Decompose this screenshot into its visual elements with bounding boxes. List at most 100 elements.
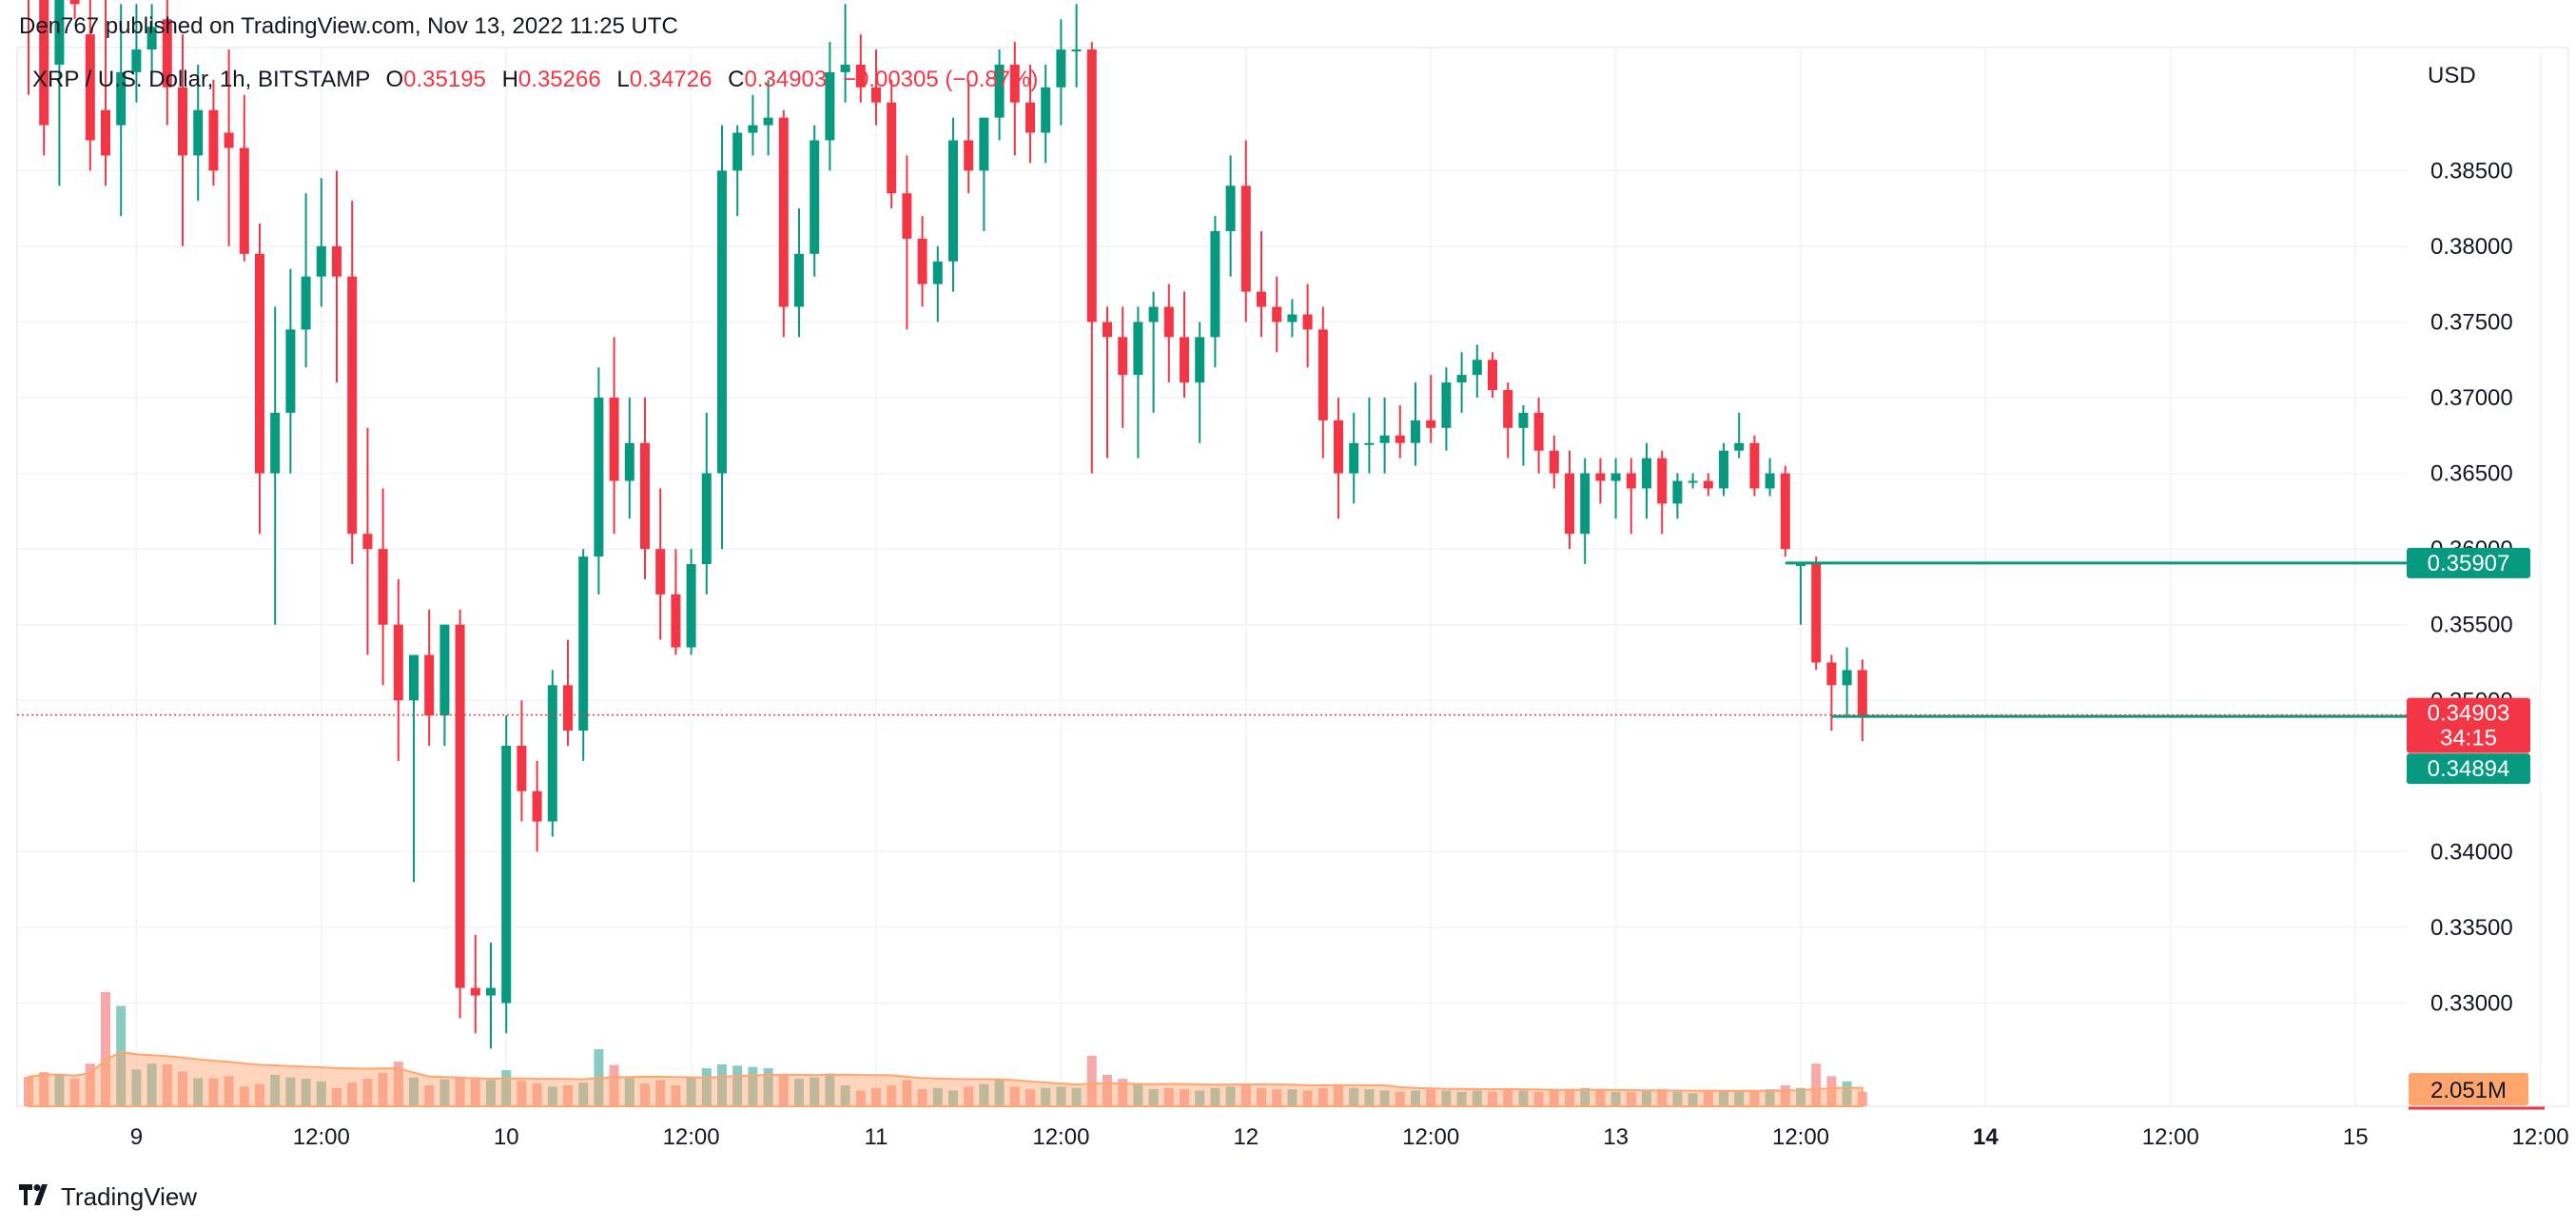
candle-body: [1518, 412, 1529, 428]
candle-body: [532, 790, 542, 822]
candle: [1118, 306, 1128, 428]
candle-body: [1041, 87, 1051, 133]
candle: [1703, 473, 1713, 497]
candle-body: [116, 71, 127, 126]
candle-body: [794, 253, 804, 307]
candle-body: [1749, 442, 1760, 489]
volume-bar: [1688, 1093, 1698, 1106]
volume-bar: [1287, 1089, 1298, 1106]
candle: [470, 934, 480, 1034]
candle-body: [1626, 473, 1636, 489]
volume-bar: [1672, 1091, 1683, 1106]
horizontal-lines[interactable]: [17, 561, 2407, 718]
volume-bar: [455, 1076, 465, 1106]
volume-bar: [1719, 1090, 1728, 1106]
candle: [1426, 375, 1436, 443]
candle: [1811, 556, 1822, 671]
volume-bar: [1163, 1087, 1174, 1106]
x-axis[interactable]: 9 12:00 10 12:00 11 12:00 12 12:00 13 12:00 14 12:0…: [130, 1124, 2576, 1150]
candle-body: [1472, 360, 1482, 376]
resistance-price-tag-text: 0.35907: [2428, 551, 2510, 576]
candle-body: [1672, 480, 1683, 504]
candle: [101, 0, 110, 186]
volume-bar: [1488, 1091, 1497, 1106]
candle: [1657, 450, 1668, 535]
volume-bar: [501, 1070, 512, 1106]
candle: [1395, 404, 1405, 458]
candle-body: [1456, 375, 1467, 383]
candle: [1642, 442, 1651, 519]
candle-body: [948, 140, 958, 262]
candle: [270, 306, 281, 625]
currency-label: USD: [2428, 63, 2476, 88]
candle-body: [1210, 230, 1220, 338]
candle: [994, 49, 1005, 141]
candle: [1472, 344, 1482, 399]
tv-logo-icon: [19, 1181, 53, 1212]
low-label: L: [616, 67, 630, 92]
volume-bar: [285, 1077, 296, 1106]
candle: [701, 412, 712, 595]
candle-body: [748, 125, 758, 133]
volume-bar: [917, 1089, 927, 1106]
x-tick-label: 12:00: [2512, 1124, 2569, 1150]
candle-body: [1857, 670, 1867, 716]
volume-bar: [1349, 1087, 1359, 1106]
candle-body: [671, 594, 681, 648]
candle: [1610, 458, 1621, 519]
volume-bar: [825, 1073, 835, 1106]
candle: [1257, 230, 1266, 338]
candle-body: [85, 34, 95, 141]
symbol-title[interactable]: XRP / U.S. Dollar, 1h, BITSTAMP: [32, 67, 370, 92]
candle: [964, 79, 974, 194]
volume-bar: [101, 992, 110, 1106]
candle: [1272, 276, 1282, 353]
candle-body: [1349, 442, 1359, 474]
volume-bar: [162, 1063, 172, 1106]
volume-bar: [332, 1087, 342, 1106]
volume-bar: [1749, 1090, 1760, 1106]
y-axis[interactable]: 0.385000.380000.375000.370000.365000.360…: [2430, 158, 2513, 1016]
volume-bar: [763, 1068, 773, 1106]
candle-body: [732, 132, 743, 171]
volume-bar: [1411, 1090, 1420, 1106]
symbol-legend: XRP / U.S. Dollar, 1h, BITSTAMP O0.35195…: [32, 67, 1038, 93]
volume-bar: [347, 1083, 358, 1106]
published-header: Den767 published on TradingView.com, Nov…: [19, 13, 678, 39]
candle-body: [378, 549, 388, 625]
candle: [146, 4, 157, 80]
candle: [1041, 64, 1051, 164]
candle: [624, 398, 634, 519]
tradingview-logo[interactable]: TradingView: [19, 1181, 197, 1212]
candle: [1349, 412, 1359, 504]
candle-body: [547, 685, 557, 822]
candle: [439, 624, 450, 746]
candle-body: [285, 329, 296, 413]
volume-bar: [208, 1078, 219, 1106]
volume-bar: [1364, 1089, 1375, 1106]
candle: [1672, 473, 1683, 519]
candle-body: [1056, 49, 1066, 88]
candle: [948, 117, 958, 292]
candle-body: [1163, 306, 1174, 338]
candle-body: [1765, 473, 1775, 489]
candle-body: [1086, 49, 1097, 322]
candle-body: [455, 624, 465, 988]
x-tick-label: 11: [865, 1124, 888, 1150]
candle: [671, 549, 681, 655]
candle: [563, 639, 573, 746]
volume-bar: [1826, 1076, 1837, 1106]
candle-body: [686, 564, 696, 648]
candle: [1595, 458, 1606, 504]
candle-body: [594, 398, 604, 557]
candle-body: [255, 253, 264, 474]
candle-body: [887, 102, 897, 194]
candle-body: [270, 412, 281, 474]
candle: [1334, 398, 1343, 519]
candle-body: [840, 64, 850, 72]
candle-body: [563, 685, 573, 732]
candle: [1626, 458, 1636, 535]
candle: [393, 578, 403, 761]
volume-bar: [1472, 1090, 1482, 1106]
